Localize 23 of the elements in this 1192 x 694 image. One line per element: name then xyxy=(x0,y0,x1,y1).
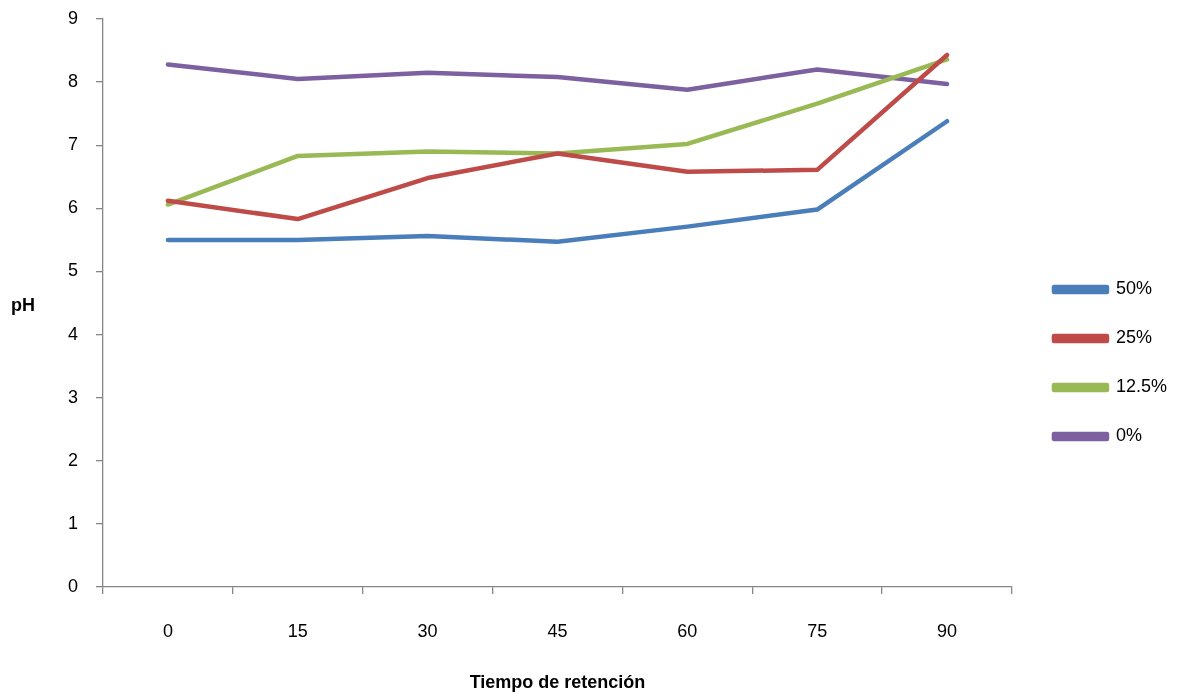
y-tick-label: 7 xyxy=(67,134,78,155)
y-tick-label: 1 xyxy=(67,512,78,533)
x-tick-label: 30 xyxy=(417,620,438,641)
x-tick-label: 0 xyxy=(162,620,173,641)
x-axis-title: Tiempo de retención xyxy=(469,672,646,693)
legend-label: 25% xyxy=(1115,327,1152,348)
y-tick-label: 3 xyxy=(67,386,78,407)
y-tick-label: 8 xyxy=(67,71,78,92)
y-tick-label: 6 xyxy=(67,197,78,218)
y-tick-label: 4 xyxy=(67,323,78,344)
x-tick-label: 15 xyxy=(287,620,308,641)
legend-label: 12.5% xyxy=(1115,376,1168,397)
x-tick-label: 75 xyxy=(807,620,828,641)
y-tick-label: 9 xyxy=(67,7,78,28)
legend-label: 50% xyxy=(1115,278,1152,299)
x-tick-label: 90 xyxy=(937,620,958,641)
y-axis-title: pH xyxy=(11,294,35,315)
y-tick-label: 0 xyxy=(67,575,78,596)
y-tick-label: 2 xyxy=(67,449,78,470)
legend-label: 0% xyxy=(1115,425,1142,446)
x-tick-label: 60 xyxy=(677,620,698,641)
y-tick-label: 5 xyxy=(67,260,78,281)
x-tick-label: 45 xyxy=(547,620,568,641)
